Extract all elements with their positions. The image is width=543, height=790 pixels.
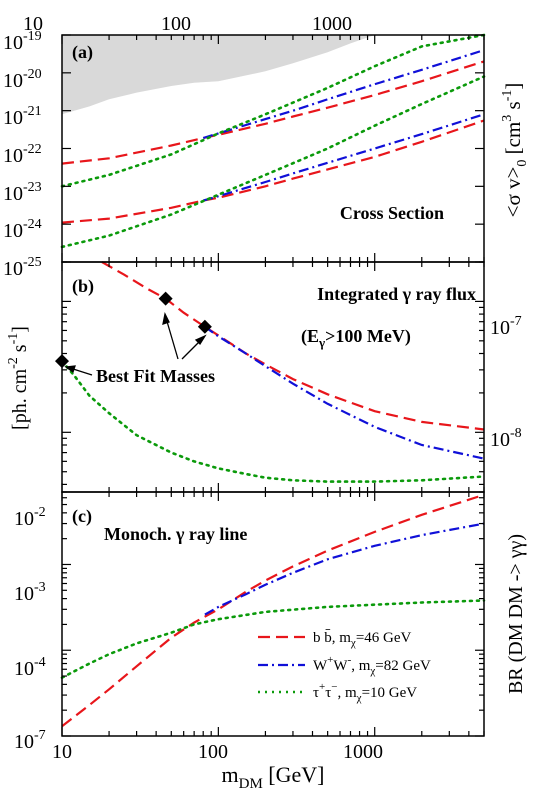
axis-ticks <box>61 34 485 737</box>
bottom-xtick-label-1000: 1000 <box>343 741 383 763</box>
panel-a-tag: (a) <box>72 42 93 63</box>
panel-c-tag: (c) <box>72 506 92 527</box>
series-line-panel-2-0 <box>61 493 485 728</box>
bottom-xtick-label-100: 100 <box>198 741 228 763</box>
series-line-panel-0-2 <box>202 49 485 140</box>
series-line-panel-2-1 <box>204 522 485 616</box>
series-line-panel-1-1 <box>204 325 485 460</box>
panel-b-y-axis-label: [ph. cm-2 s-1] <box>6 326 31 430</box>
panel-b-ytick-label-right: 10-7 <box>490 314 522 339</box>
panel-b-annotation-line2: (Eγ>100 MeV) <box>301 326 411 350</box>
top-xtick-label-100: 100 <box>161 13 191 35</box>
panel-a-annotation: Cross Section <box>340 203 444 223</box>
top-xtick-label-1000: 1000 <box>312 13 352 35</box>
series-line-panel-0-3 <box>202 113 485 202</box>
data-curves <box>60 33 486 728</box>
panel-c-frame <box>61 491 485 737</box>
series-line-panel-0-4 <box>60 33 486 188</box>
series-line-panel-0-0 <box>61 60 485 165</box>
panel-a-ytick-label: 10-22 <box>3 142 42 167</box>
panel-c-ytick-label: 10-3 <box>14 580 46 605</box>
best-fit-markers <box>55 291 212 369</box>
legend: b b̄, mχ=46 GeV W+W-, mχ=82 GeV τ+τ−, mχ… <box>258 630 431 704</box>
best-fit-marker <box>197 319 212 334</box>
panel-c-ytick-label: 10-4 <box>14 655 46 680</box>
callout-arrows <box>64 312 207 376</box>
panel-a-ytick-label: 10-19 <box>3 29 42 54</box>
panel-a-ytick-label: 10-23 <box>3 180 42 205</box>
legend-label-bbbar: b b̄, mχ=46 GeV <box>313 630 412 649</box>
panel-c-ytick-label: 10-7 <box>14 728 46 753</box>
series-line-panel-1-0 <box>101 261 485 431</box>
panel-b-ytick-label-right: 10-8 <box>490 426 522 451</box>
excluded-region-area <box>62 35 422 115</box>
best-fit-marker <box>158 291 173 306</box>
panel-c-annotation: Monoch. γ ray line <box>104 524 247 544</box>
panel-c-ytick-label: 10-2 <box>14 505 46 530</box>
series-line-panel-0-5 <box>60 75 486 249</box>
best-fit-marker <box>55 354 69 369</box>
panel-b-annotation-line1: Integrated γ ray flux <box>317 284 476 304</box>
x-axis-label: mDM [GeV] <box>222 762 325 790</box>
panel-a-ytick-label: 10-24 <box>3 217 42 242</box>
bottom-xtick-label-10: 10 <box>52 741 72 763</box>
panel-a-ytick-label: 10-21 <box>3 104 42 129</box>
panel-b-callout-label: Best Fit Masses <box>96 366 215 386</box>
panel-b-tag: (b) <box>72 276 94 297</box>
legend-label-ww: W+W-, mχ=82 GeV <box>313 654 431 677</box>
top-xtick-label-10: 10 <box>23 13 43 35</box>
series-line-panel-0-1 <box>61 119 485 224</box>
series-line-panel-2-2 <box>60 599 486 679</box>
legend-label-tautau: τ+τ−, mχ=10 GeV <box>313 681 417 704</box>
excluded-region <box>62 35 422 115</box>
series-line-panel-1-2 <box>60 359 486 483</box>
panel-a-y-axis-label: <σ v>0 [cm3 s-1] <box>500 83 530 218</box>
panel-a-ytick-label: 10-20 <box>3 67 42 92</box>
panel-c-y-axis-label: BR (DM DM -> γγ) <box>505 534 527 694</box>
panel-a-ytick-label: 10-25 <box>3 255 42 280</box>
